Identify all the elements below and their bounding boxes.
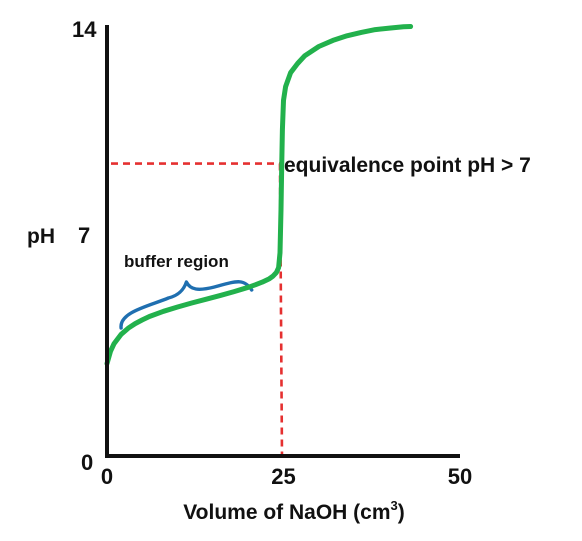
y-tick-label: 7	[78, 223, 90, 248]
x-axis-label: Volume of NaOH (cm3)	[183, 498, 405, 524]
x-tick-label: 50	[448, 464, 472, 489]
x-tick-label: 25	[271, 464, 295, 489]
buffer-region-brace	[119, 280, 254, 330]
equivalence-point-annotation: equivalence point pH > 7	[284, 154, 531, 177]
x-axis-label-superscript: 3	[391, 498, 398, 513]
buffer-region-annotation: buffer region	[124, 252, 229, 271]
y-tick-label: 14	[72, 17, 97, 42]
curve-layer	[104, 24, 414, 367]
buffer-brace-layer	[119, 280, 254, 330]
x-tick-label: 0	[101, 464, 113, 489]
x-axis-label-close: )	[398, 501, 405, 524]
axes-layer	[105, 25, 460, 458]
x-axis-label-main: Volume of NaOH (cm	[183, 501, 390, 524]
titration-curve-line	[104, 24, 414, 367]
y-tick-label: 0	[81, 450, 93, 475]
y-axis-label: pH	[27, 225, 55, 248]
labels-layer: pH Volume of NaOH (cm3) equivalence poin…	[27, 17, 531, 524]
